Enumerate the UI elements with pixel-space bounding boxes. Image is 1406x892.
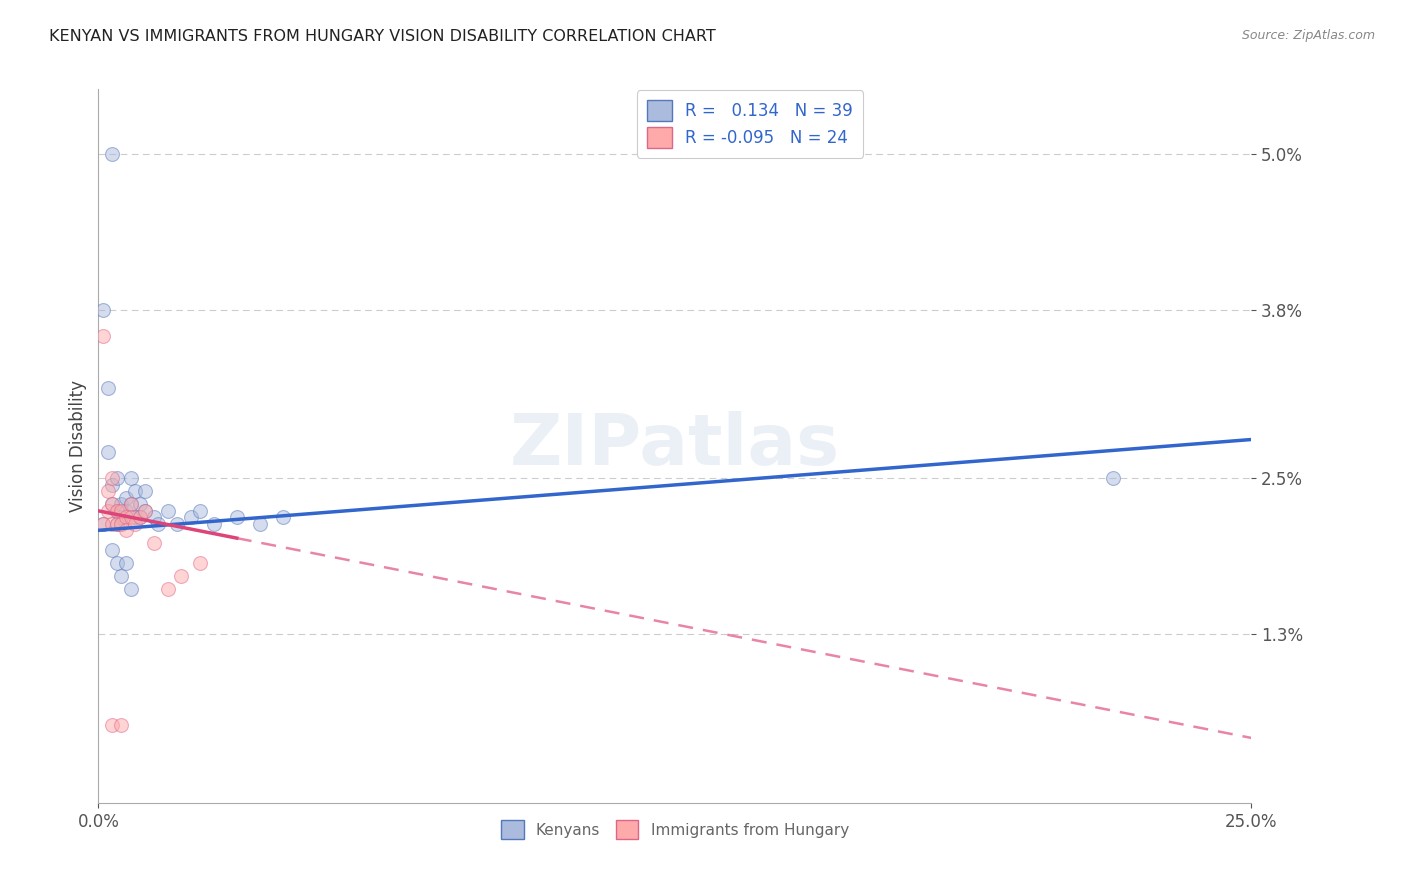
Point: [142, 536, 165, 550]
Point: [249, 516, 271, 531]
Text: KENYAN VS IMMIGRANTS FROM HUNGARY VISION DISABILITY CORRELATION CHART: KENYAN VS IMMIGRANTS FROM HUNGARY VISION…: [49, 29, 716, 45]
Point: [124, 510, 146, 524]
Point: [188, 556, 211, 570]
Point: [134, 484, 156, 499]
Point: [148, 516, 170, 531]
Point: [124, 516, 146, 531]
Point: [105, 504, 128, 518]
Point: [101, 516, 124, 531]
Point: [91, 516, 114, 531]
Point: [142, 510, 165, 524]
Point: [129, 510, 152, 524]
Point: [97, 504, 120, 518]
Point: [129, 510, 152, 524]
Point: [91, 516, 114, 531]
Point: [101, 471, 124, 485]
Point: [115, 510, 138, 524]
Point: [166, 516, 188, 531]
Point: [202, 516, 225, 531]
Point: [156, 504, 179, 518]
Point: [105, 504, 128, 518]
Point: [134, 504, 156, 518]
Point: [120, 510, 142, 524]
Point: [110, 516, 132, 531]
Point: [120, 497, 142, 511]
Point: [91, 328, 114, 343]
Point: [91, 302, 114, 317]
Point: [101, 718, 124, 732]
Point: [110, 504, 132, 518]
Point: [101, 542, 124, 557]
Point: [97, 445, 120, 459]
Point: [105, 516, 128, 531]
Point: [120, 471, 142, 485]
Legend: Kenyans, Immigrants from Hungary: Kenyans, Immigrants from Hungary: [495, 814, 855, 845]
Point: [110, 718, 132, 732]
Point: [101, 478, 124, 492]
Point: [97, 484, 120, 499]
Point: [156, 582, 179, 596]
Point: [110, 510, 132, 524]
Point: [1102, 471, 1125, 485]
Text: ZIPatlas: ZIPatlas: [510, 411, 839, 481]
Point: [115, 524, 138, 538]
Point: [129, 497, 152, 511]
Point: [101, 497, 124, 511]
Point: [271, 510, 294, 524]
Point: [115, 556, 138, 570]
Point: [134, 504, 156, 518]
Point: [101, 147, 124, 161]
Text: Source: ZipAtlas.com: Source: ZipAtlas.com: [1241, 29, 1375, 43]
Y-axis label: Vision Disability: Vision Disability: [69, 380, 87, 512]
Point: [101, 497, 124, 511]
Point: [110, 516, 132, 531]
Point: [180, 510, 202, 524]
Point: [105, 471, 128, 485]
Point: [124, 484, 146, 499]
Point: [115, 491, 138, 505]
Point: [105, 516, 128, 531]
Point: [97, 381, 120, 395]
Point: [225, 510, 247, 524]
Point: [188, 504, 211, 518]
Point: [120, 497, 142, 511]
Point: [115, 504, 138, 518]
Point: [110, 568, 132, 582]
Point: [170, 568, 193, 582]
Point: [120, 582, 142, 596]
Point: [110, 497, 132, 511]
Point: [105, 556, 128, 570]
